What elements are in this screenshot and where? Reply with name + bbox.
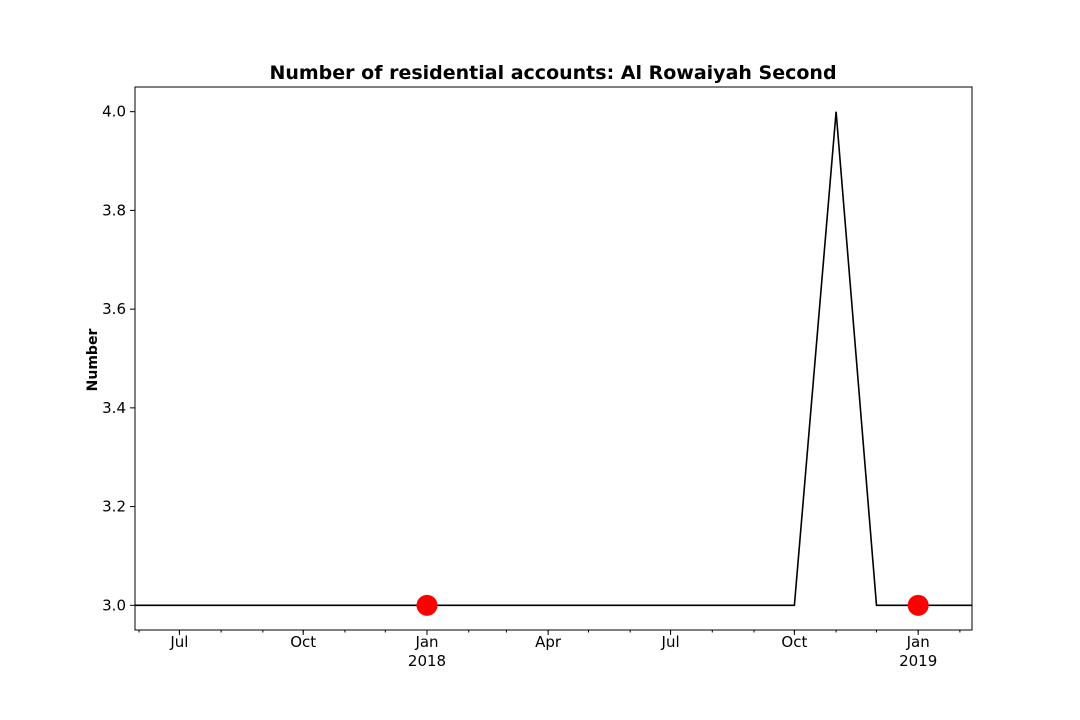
y-tick-label: 3.6	[102, 300, 126, 318]
x-tick-year-label: 2018	[408, 652, 446, 670]
series-line	[135, 111, 972, 607]
x-tick-label: Oct	[781, 633, 807, 651]
x-tick-label: Jan	[414, 633, 438, 651]
y-tick-label: 3.0	[102, 596, 126, 614]
y-tick-label: 3.4	[102, 399, 126, 417]
y-tick-label: 3.2	[102, 498, 126, 516]
x-tick-label: Apr	[535, 633, 562, 651]
axes-frame	[134, 86, 973, 631]
y-axis-label: Number	[85, 329, 101, 392]
data-point-marker	[416, 594, 438, 616]
y-tick-label: 3.8	[102, 201, 126, 219]
x-tick-label: Jan	[906, 633, 930, 651]
x-tick-label: Oct	[290, 633, 316, 651]
chart-title: Number of residential accounts: Al Rowai…	[269, 62, 836, 84]
x-tick-label: Jul	[661, 633, 680, 651]
x-tick-year-label: 2019	[899, 652, 937, 670]
y-tick-label: 4.0	[102, 103, 126, 121]
x-tick-label: Jul	[169, 633, 188, 651]
data-point-marker	[907, 594, 929, 616]
